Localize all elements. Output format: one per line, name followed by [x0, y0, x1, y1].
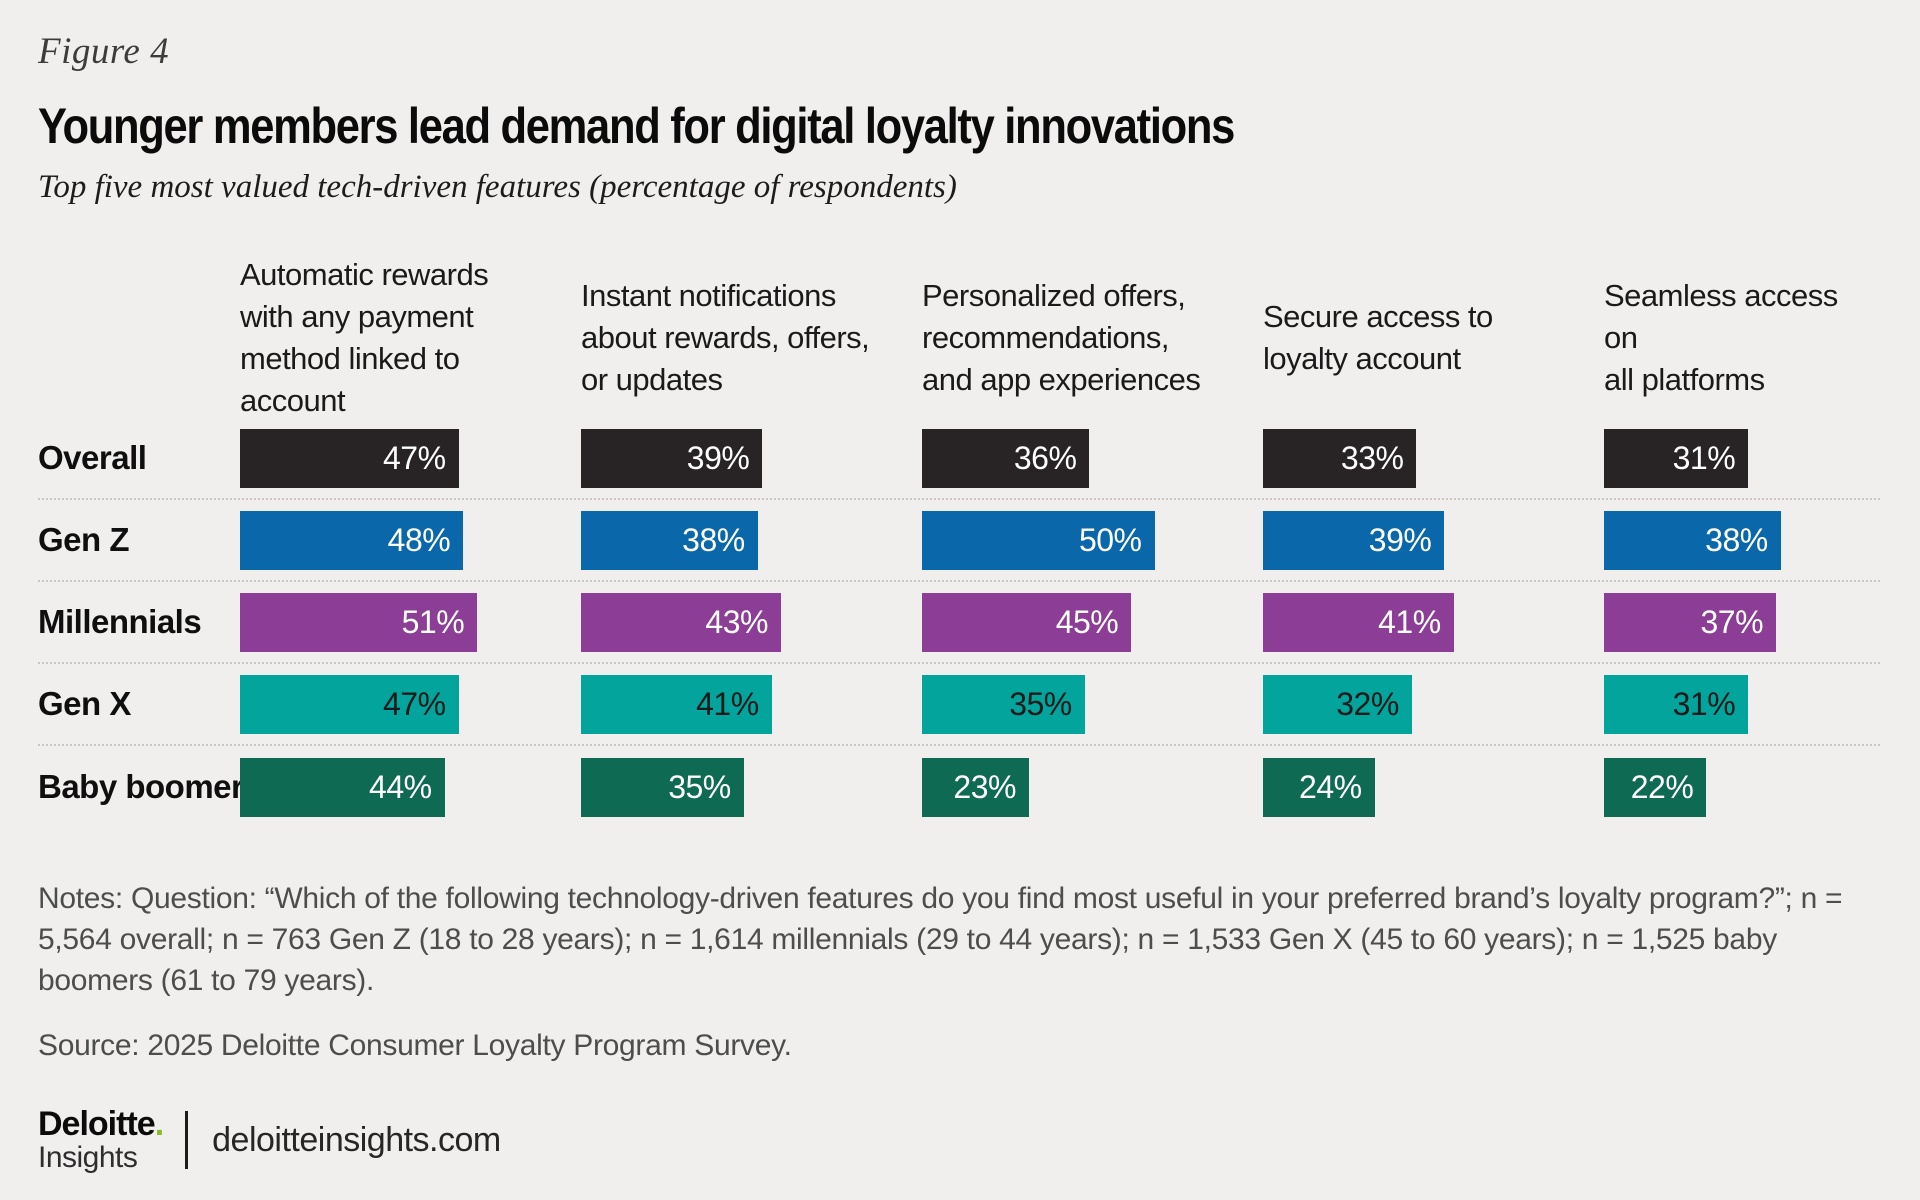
- bar-millennials-col4: 41%: [1263, 592, 1454, 652]
- row-gen-x: Gen X 47% 41% 35% 32% 31%: [38, 664, 1880, 746]
- row-label-baby-boomers: Baby boomers: [38, 768, 262, 805]
- bar-gen-z-col4: 39%: [1263, 510, 1445, 570]
- logo-insights: Insights: [38, 1141, 138, 1174]
- column-header-seamless-access: Seamless access on all platforms: [1604, 278, 1838, 397]
- row-label-gen-x: Gen X: [38, 685, 131, 722]
- bar-baby-boomers-col2: 35%: [581, 757, 744, 817]
- bar-chart: Automatic rewards with any payment metho…: [38, 254, 1880, 828]
- bar-baby-boomers-col3: 23%: [922, 757, 1029, 817]
- footer-divider: [185, 1111, 189, 1169]
- bar-overall-col1: 47%: [240, 428, 459, 488]
- row-millennials: Millennials 51% 43% 45% 41% 37%: [38, 582, 1880, 664]
- column-header-instant-notifications: Instant notifications about rewards, off…: [581, 278, 870, 397]
- bar-overall-col2: 39%: [581, 428, 763, 488]
- bar-baby-boomers-col1: 44%: [240, 757, 445, 817]
- bar-overall-col3: 36%: [922, 428, 1090, 488]
- logo-green-dot: .: [154, 1105, 165, 1143]
- chart-title: Younger members lead demand for digital …: [38, 98, 1235, 154]
- bar-millennials-col5: 37%: [1604, 592, 1777, 652]
- deloitte-insights-logo: Deloitte. Insights: [38, 1105, 165, 1174]
- bar-overall-col4: 33%: [1263, 428, 1417, 488]
- row-label-millennials: Millennials: [38, 603, 202, 640]
- bar-gen-x-col5: 31%: [1604, 674, 1749, 734]
- page: Figure 4 Younger members lead demand for…: [38, 31, 1882, 1173]
- bar-gen-z-col1: 48%: [240, 510, 464, 570]
- chart-subtitle: Top five most valued tech-driven feature…: [38, 169, 957, 205]
- bar-millennials-col1: 51%: [240, 592, 478, 652]
- bar-baby-boomers-col5: 22%: [1604, 757, 1707, 817]
- bar-gen-x-col3: 35%: [922, 674, 1085, 734]
- column-header-secure-access: Secure access to loyalty account: [1263, 299, 1493, 376]
- footer: Deloitte. Insights deloitteinsights.com: [38, 1107, 1882, 1173]
- bar-gen-z-col2: 38%: [581, 510, 758, 570]
- bar-gen-x-col1: 47%: [240, 674, 459, 734]
- column-header-row: Automatic rewards with any payment metho…: [38, 254, 1880, 418]
- bar-millennials-col2: 43%: [581, 592, 781, 652]
- bar-gen-x-col2: 41%: [581, 674, 772, 734]
- bar-gen-x-col4: 32%: [1263, 674, 1412, 734]
- logo-wordmark: Deloitte.: [38, 1105, 165, 1143]
- bar-baby-boomers-col4: 24%: [1263, 757, 1375, 817]
- bar-gen-z-col5: 38%: [1604, 510, 1781, 570]
- bar-gen-z-col3: 50%: [922, 510, 1155, 570]
- bar-millennials-col3: 45%: [922, 592, 1132, 652]
- column-header-personalized-offers: Personalized offers, recommendations, an…: [922, 278, 1201, 397]
- footer-site-url: deloitteinsights.com: [212, 1120, 501, 1159]
- notes-text: Notes: Question: “Which of the following…: [38, 882, 1843, 997]
- logo-word: Deloitte: [38, 1105, 156, 1143]
- row-label-overall: Overall: [38, 439, 147, 476]
- row-baby-boomers: Baby boomers 44% 35% 23% 24% 22%: [38, 746, 1880, 828]
- row-overall: Overall 47% 39% 36% 33% 31%: [38, 418, 1880, 500]
- column-header-automatic-rewards: Automatic rewards with any payment metho…: [240, 257, 489, 418]
- row-label-gen-z: Gen Z: [38, 521, 130, 558]
- source-text: Source: 2025 Deloitte Consumer Loyalty P…: [38, 1029, 792, 1062]
- bar-overall-col5: 31%: [1604, 428, 1749, 488]
- figure-label: Figure 4: [38, 31, 170, 72]
- row-gen-z: Gen Z 48% 38% 50% 39% 38%: [38, 500, 1880, 582]
